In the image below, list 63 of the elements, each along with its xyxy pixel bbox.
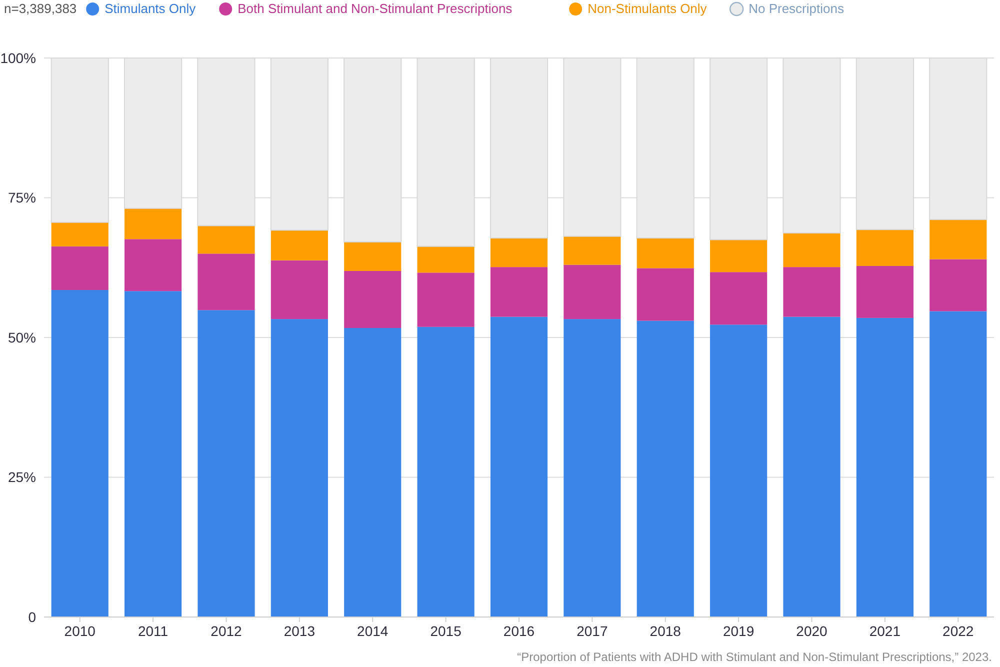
bar (198, 226, 255, 254)
y-tick-label: 0 (28, 608, 36, 625)
x-tick-label: 2021 (869, 623, 901, 639)
bar (564, 264, 621, 320)
bar (417, 246, 474, 273)
legend-label: No Prescriptions (748, 1, 844, 16)
x-tick-label: 2015 (430, 623, 462, 639)
x-tick-label: 2018 (650, 623, 682, 639)
bar (124, 208, 182, 240)
bar (51, 222, 108, 246)
legend-label: Stimulants Only (104, 1, 196, 16)
bar (417, 326, 474, 617)
text: “Proportion of Patients with ADHD with Stimulant and Non-Stimulant Prescriptions,” 2023. (517, 650, 992, 664)
x-tick-label: 2017 (576, 623, 608, 639)
bar (198, 310, 255, 617)
bar (856, 318, 914, 617)
bar (270, 260, 328, 320)
bar (564, 319, 621, 617)
x-tick-label: 2014 (357, 623, 388, 639)
legend-label: Non-Stimulants Only (588, 1, 708, 16)
bar (344, 328, 402, 617)
bar (930, 259, 987, 312)
legend-label: Both Stimulant and Non-Stimulant Prescriptions (238, 1, 513, 16)
bar (930, 311, 987, 617)
bar (856, 230, 914, 266)
bar (930, 220, 987, 260)
x-tick-label: 2020 (796, 623, 828, 639)
x-tick-label: 2019 (722, 623, 754, 639)
bar (198, 254, 255, 310)
y-tick-label: 100% (0, 50, 36, 66)
bar (344, 270, 402, 328)
bar (783, 316, 840, 617)
bar (636, 238, 694, 268)
bar (270, 230, 328, 260)
bar (564, 236, 621, 265)
bar (344, 242, 402, 271)
bar (124, 291, 182, 617)
bar (710, 272, 768, 325)
bar (490, 267, 548, 317)
x-tick-label: 2012 (210, 623, 242, 639)
text: n=3,389,383 (4, 1, 77, 16)
bar (856, 266, 914, 318)
bar (51, 290, 108, 617)
y-tick-label: 25% (8, 469, 36, 486)
x-tick-label: 2022 (942, 623, 974, 639)
bar (490, 238, 548, 268)
bar (710, 240, 768, 272)
bar (710, 324, 768, 617)
bar (783, 267, 840, 317)
y-tick-label: 75% (8, 190, 36, 206)
x-tick-label: 2016 (503, 623, 535, 639)
bar (490, 316, 548, 617)
x-tick-label: 2013 (284, 623, 316, 639)
bar (636, 268, 694, 321)
bar (270, 319, 328, 617)
bar (51, 246, 108, 290)
bar (124, 239, 182, 292)
bar (636, 320, 694, 617)
bar (783, 232, 840, 268)
y-tick-label: 50% (8, 329, 36, 346)
bar (417, 272, 474, 327)
x-tick-label: 2011 (138, 623, 168, 639)
x-tick-label: 2010 (64, 623, 96, 639)
